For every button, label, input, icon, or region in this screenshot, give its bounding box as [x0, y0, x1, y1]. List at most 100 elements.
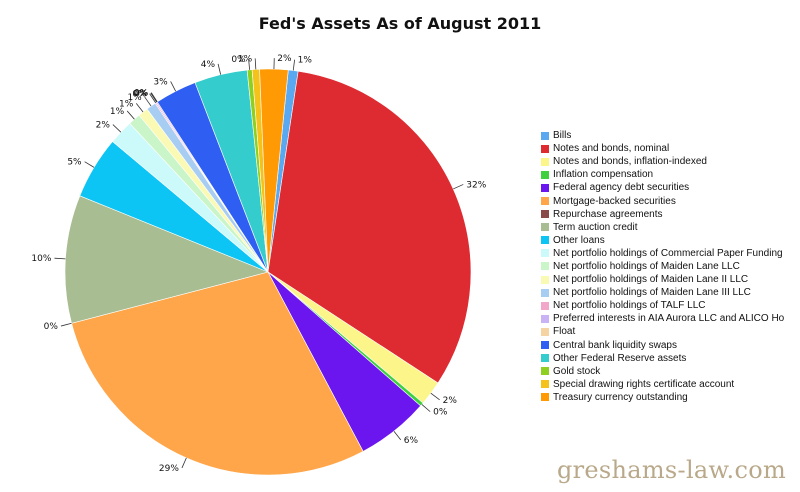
legend-label: Other loans: [553, 234, 605, 246]
legend-swatch: [541, 210, 549, 219]
pie-label-inflation-compensation: 0%: [433, 408, 448, 418]
legend-label: Notes and bonds, inflation-indexed: [553, 156, 707, 168]
legend-label: Other Federal Reserve assets: [553, 352, 687, 364]
leader-line-net-portfolio-holdings-of-maiden-lane-iii-llc: [144, 96, 152, 107]
legend-item-gold-stock: Gold stock: [541, 365, 800, 378]
legend-swatch: [541, 144, 549, 153]
legend: Bills Notes and bonds, nominal Notes and b…: [541, 129, 800, 404]
legend-item-special-drawing-rights-certificate-account: Special drawing rights certificate accou…: [541, 378, 800, 391]
leader-line-other-federal-reserve-assets: [217, 63, 222, 75]
legend-label: Notes and bonds, nominal: [553, 143, 670, 155]
leader-line-term-auction-credit: [54, 257, 66, 260]
legend-label: Net portfolio holdings of Maiden Lane LL…: [553, 260, 740, 272]
leader-line-net-portfolio-holdings-of-commercial-paper-funding: [112, 124, 122, 133]
legend-item-notes-and-bonds-inflation-indexed: Notes and bonds, inflation-indexed: [541, 155, 800, 168]
legend-swatch: [541, 380, 549, 389]
chart-title: Fed's Assets As of August 2011: [258, 14, 542, 33]
leader-line-central-bank-liquidity-swaps: [170, 81, 176, 92]
legend-item-net-portfolio-holdings-of-commercial-paper-funding: Net portfolio holdings of Commercial Pap…: [541, 247, 800, 260]
pie-label-federal-agency-debt-securities: 6%: [404, 436, 419, 446]
legend-label: Mortgage-backed securities: [553, 195, 676, 207]
legend-swatch: [541, 249, 549, 258]
legend-swatch: [541, 393, 549, 402]
legend-label: Central bank liquidity swaps: [553, 339, 677, 351]
legend-swatch: [541, 327, 549, 336]
legend-item-other-federal-reserve-assets: Other Federal Reserve assets: [541, 352, 800, 365]
legend-label: Net portfolio holdings of Commercial Pap…: [553, 247, 783, 259]
legend-swatch: [541, 223, 549, 232]
pie-label-central-bank-liquidity-swaps: 3%: [153, 77, 168, 87]
pie-label-treasury-currency-outstanding: 2%: [277, 54, 292, 64]
pie-label-other-loans: 5%: [67, 158, 82, 168]
legend-item-other-loans: Other loans: [541, 234, 800, 247]
legend-item-bills: Bills: [541, 129, 800, 142]
leader-line-net-portfolio-holdings-of-maiden-lane-llc: [126, 110, 135, 120]
legend-label: Treasury currency outstanding: [553, 391, 688, 403]
leader-line-net-portfolio-holdings-of-maiden-lane-ii-llc: [135, 103, 144, 113]
legend-item-federal-agency-debt-securities: Federal agency debt securities: [541, 181, 800, 194]
pie-label-net-portfolio-holdings-of-commercial-paper-funding: 2%: [96, 121, 111, 131]
leader-line-other-loans: [84, 161, 95, 168]
legend-swatch: [541, 157, 549, 166]
watermark: greshams-law.com: [556, 456, 786, 484]
leader-line-notes-and-bonds-inflation-indexed: [430, 392, 440, 401]
legend-item-mortgage-backed-securities: Mortgage-backed securities: [541, 194, 800, 207]
leader-line-gold-stock: [248, 58, 250, 70]
leader-line-federal-agency-debt-securities: [393, 430, 402, 441]
leader-line-net-portfolio-holdings-of-talf-llc: [149, 93, 157, 104]
leader-line-special-drawing-rights-certificate-account: [254, 58, 257, 70]
pie-slice-term-auction-credit: [64, 195, 269, 324]
legend-swatch: [541, 367, 549, 376]
legend-swatch: [541, 301, 549, 310]
legend-item-inflation-compensation: Inflation compensation: [541, 168, 800, 181]
legend-swatch: [541, 236, 549, 245]
pie-label-other-federal-reserve-assets: 4%: [201, 60, 216, 70]
pie-label-net-portfolio-holdings-of-talf-llc: 0%: [132, 90, 147, 100]
legend-label: Net portfolio holdings of TALF LLC: [553, 300, 706, 312]
legend-item-float: Float: [541, 325, 800, 338]
leader-line-mortgage-backed-securities: [181, 457, 187, 469]
pie-label-gold-stock: 0%: [231, 55, 246, 65]
leader-line-repurchase-agreements: [60, 322, 72, 327]
pie-slice-mortgage-backed-securities: [71, 271, 364, 476]
legend-item-treasury-currency-outstanding: Treasury currency outstanding: [541, 391, 800, 404]
legend-item-net-portfolio-holdings-of-maiden-lane-llc: Net portfolio holdings of Maiden Lane LL…: [541, 260, 800, 273]
legend-swatch: [541, 354, 549, 363]
legend-swatch: [541, 183, 549, 192]
legend-item-preferred-interests-in-aia-aurora-llc-and-alico-ho: Preferred interests in AIA Aurora LLC an…: [541, 312, 800, 325]
legend-swatch: [541, 170, 549, 179]
legend-item-net-portfolio-holdings-of-maiden-lane-iii-llc: Net portfolio holdings of Maiden Lane II…: [541, 286, 800, 299]
legend-label: Net portfolio holdings of Maiden Lane II…: [553, 274, 749, 286]
leader-line-preferred-interests-in-aia-aurora-llc-and-alico-ho: [150, 92, 158, 103]
legend-label: Gold stock: [553, 365, 601, 377]
legend-item-net-portfolio-holdings-of-talf-llc: Net portfolio holdings of TALF LLC: [541, 299, 800, 312]
pie-label-repurchase-agreements: 0%: [44, 322, 59, 332]
pie-label-notes-and-bonds-inflation-indexed: 2%: [443, 396, 458, 406]
legend-item-repurchase-agreements: Repurchase agreements: [541, 208, 800, 221]
legend-swatch: [541, 314, 549, 323]
legend-label: Preferred interests in AIA Aurora LLC an…: [553, 313, 785, 325]
leader-line-float: [150, 92, 158, 103]
legend-swatch: [541, 131, 549, 140]
pie-label-term-auction-credit: 10%: [31, 254, 51, 264]
pie-label-special-drawing-rights-certificate-account: 1%: [238, 54, 253, 64]
legend-label: Repurchase agreements: [553, 208, 663, 220]
legend-label: Special drawing rights certificate accou…: [553, 378, 735, 390]
legend-swatch: [541, 341, 549, 350]
legend-swatch: [541, 262, 549, 271]
pie-label-bills: 1%: [298, 56, 313, 66]
legend-label: Inflation compensation: [553, 169, 654, 181]
pie-label-preferred-interests-in-aia-aurora-llc-and-alico-ho: 0%: [133, 89, 148, 99]
legend-swatch: [541, 197, 549, 206]
legend-swatch: [541, 288, 549, 297]
leader-line-notes-and-bonds-nominal: [453, 184, 464, 190]
legend-label: Federal agency debt securities: [553, 182, 690, 194]
legend-swatch: [541, 275, 549, 284]
pie-label-net-portfolio-holdings-of-maiden-lane-llc: 1%: [110, 107, 125, 117]
leader-line-inflation-compensation: [421, 404, 431, 412]
pie-label-float: 0%: [134, 89, 149, 99]
legend-label: Float: [553, 326, 576, 338]
legend-item-net-portfolio-holdings-of-maiden-lane-ii-llc: Net portfolio holdings of Maiden Lane II…: [541, 273, 800, 286]
legend-label: Net portfolio holdings of Maiden Lane II…: [553, 287, 751, 299]
